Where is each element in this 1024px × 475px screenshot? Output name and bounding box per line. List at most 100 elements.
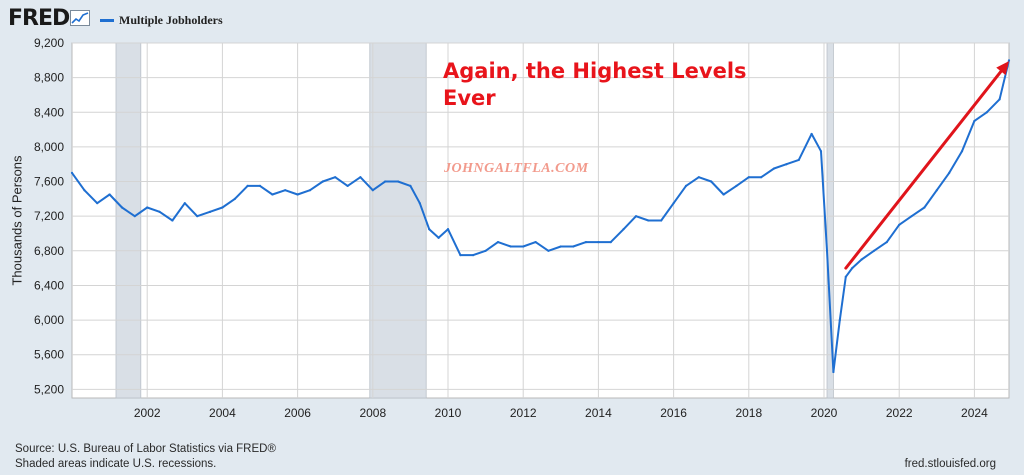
source-note: Source: U.S. Bureau of Labor Statistics … xyxy=(15,443,276,455)
y-tick-label: 9,200 xyxy=(34,36,64,50)
trend-arrow-layer xyxy=(844,61,1009,270)
series-line xyxy=(71,60,1010,373)
data-point xyxy=(910,215,913,218)
data-point xyxy=(233,197,236,200)
x-tick-label: 2006 xyxy=(284,406,311,420)
data-point xyxy=(851,267,854,270)
data-point xyxy=(83,189,86,192)
data-point xyxy=(825,249,829,252)
recession-band xyxy=(369,42,427,399)
fred-logo: FRED xyxy=(8,6,70,31)
data-point xyxy=(923,206,926,209)
fred-graph-icon xyxy=(70,10,90,26)
data-point xyxy=(108,193,111,196)
data-point xyxy=(459,254,462,257)
data-point xyxy=(346,184,349,187)
data-point xyxy=(437,236,440,239)
y-tick-label: 5,200 xyxy=(34,382,64,396)
data-point xyxy=(472,254,475,257)
data-point xyxy=(697,176,700,179)
data-point xyxy=(396,180,400,183)
data-point xyxy=(208,210,212,213)
data-point xyxy=(384,180,387,183)
data-point xyxy=(785,163,788,166)
x-tick-label: 2018 xyxy=(735,406,762,420)
data-point xyxy=(484,249,487,252)
y-tick-label: 6,800 xyxy=(34,244,64,258)
x-tick-label: 2020 xyxy=(811,406,838,420)
data-point xyxy=(609,241,612,244)
x-tick-label: 2024 xyxy=(961,406,988,420)
x-tick-label: 2004 xyxy=(209,406,236,420)
legend-swatch xyxy=(100,19,114,22)
data-point xyxy=(509,245,512,248)
data-point xyxy=(221,206,224,209)
data-point xyxy=(647,219,650,222)
data-point xyxy=(334,176,337,179)
data-point xyxy=(622,228,625,231)
series-layer xyxy=(70,59,1011,374)
data-point xyxy=(171,219,174,222)
data-point xyxy=(710,180,713,183)
data-point xyxy=(534,241,537,244)
x-tick-label: 2016 xyxy=(660,406,687,420)
data-point xyxy=(872,249,876,252)
data-point xyxy=(660,219,663,222)
trend-arrow-shaft xyxy=(844,69,1003,270)
x-tick-label: 2008 xyxy=(359,406,386,420)
data-point xyxy=(684,184,688,187)
headline-annotation: Again, the Highest Levels Ever xyxy=(443,59,747,110)
data-point xyxy=(359,176,362,179)
x-tick-labels: 2002 2004 2006 2008 2010 2012 2014 2016 2018 2020… xyxy=(134,406,988,420)
data-point xyxy=(860,258,863,261)
data-point xyxy=(948,171,951,174)
data-point xyxy=(672,202,675,205)
data-point xyxy=(885,241,888,244)
data-point xyxy=(246,184,249,187)
x-tick-label: 2012 xyxy=(510,406,537,420)
y-tick-label: 8,000 xyxy=(34,140,64,154)
data-point xyxy=(158,210,161,213)
data-point xyxy=(284,189,287,192)
recession-band xyxy=(115,42,142,399)
data-point xyxy=(1007,59,1011,62)
data-point xyxy=(797,158,800,161)
data-point xyxy=(409,184,412,187)
recession-note: Shaded areas indicate U.S. recessions. xyxy=(15,458,217,470)
data-point xyxy=(133,215,136,218)
data-point xyxy=(722,193,725,196)
data-point xyxy=(70,171,74,174)
data-point xyxy=(985,111,988,114)
y-tick-label: 8,400 xyxy=(34,105,64,119)
data-point xyxy=(559,245,562,248)
data-point xyxy=(496,241,500,244)
y-tick-label: 7,200 xyxy=(34,209,64,223)
data-point xyxy=(898,223,901,226)
data-point xyxy=(998,98,1001,101)
fred-credit-link[interactable]: fred.stlouisfed.org xyxy=(904,458,996,470)
data-point xyxy=(321,180,324,183)
y-tick-label: 7,600 xyxy=(34,175,64,189)
data-point xyxy=(772,167,776,170)
data-point xyxy=(747,176,750,179)
data-point xyxy=(371,189,374,192)
line-chart: 5,200 5,600 6,000 6,400 6,800 7,200 7,600 8,000… xyxy=(34,36,1011,420)
recession-bands xyxy=(115,42,834,399)
data-point xyxy=(960,150,964,153)
x-tick-label: 2014 xyxy=(585,406,612,420)
y-tick-label: 6,000 xyxy=(34,313,64,327)
data-point xyxy=(522,245,525,248)
data-point xyxy=(838,318,841,322)
data-point xyxy=(844,275,847,278)
legend-label: Multiple Jobholders xyxy=(119,13,223,27)
data-point xyxy=(572,245,575,248)
watermark-text: JOHNGALTFLA.COM xyxy=(444,161,589,176)
legend: Multiple Jobholders xyxy=(100,13,223,28)
y-tick-labels: 5,200 5,600 6,000 6,400 6,800 7,200 7,600 8,000… xyxy=(34,36,64,396)
data-point xyxy=(597,241,600,244)
data-point xyxy=(308,189,312,192)
data-point xyxy=(935,189,938,192)
y-tick-label: 5,600 xyxy=(34,348,64,362)
trend-arrow-head xyxy=(996,61,1009,76)
data-point xyxy=(832,370,835,374)
